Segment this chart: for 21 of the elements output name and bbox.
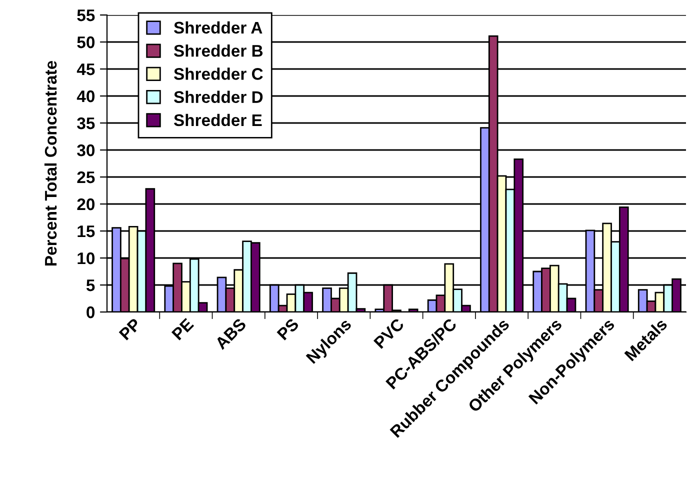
y-tick-label: 40	[76, 90, 95, 102]
y-tick-label: 10	[78, 252, 95, 264]
y-tick-label: 45	[76, 64, 95, 76]
legend-label: Shredder A	[174, 21, 262, 34]
y-tick-label: 5	[86, 280, 95, 292]
y-tick-label: 25	[77, 171, 95, 184]
x-tick-label: PS	[276, 318, 300, 340]
legend-label: Shredder C	[174, 68, 263, 80]
y-tick-label: 55	[77, 10, 95, 22]
y-tick-label: 35	[77, 117, 95, 130]
y-axis-title: Percent Total Concentrate	[44, 60, 57, 266]
legend-label: Shredder B	[174, 44, 263, 57]
x-tick-label: PP	[118, 318, 142, 340]
x-tick-label: PE	[171, 318, 194, 340]
y-tick-label: 20	[77, 198, 95, 210]
y-tick-label: 50	[77, 36, 95, 48]
legend-label: Shredder E	[174, 114, 262, 126]
y-tick-label: 15	[78, 226, 95, 238]
legend-label: Shredder D	[174, 90, 263, 103]
y-tick-label: 30	[77, 144, 95, 156]
y-tick-label: 0	[86, 306, 95, 318]
